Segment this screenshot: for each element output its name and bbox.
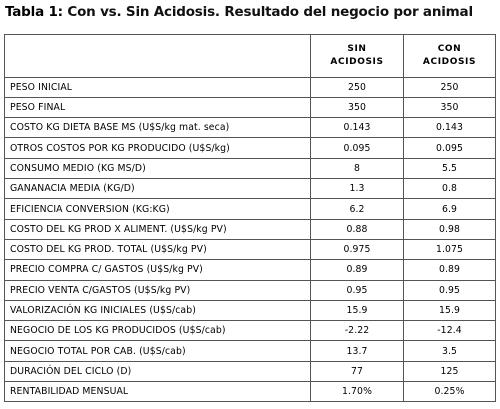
sin-acidosis-value: 13.7	[310, 340, 404, 362]
sin-acidosis-value: 77	[310, 360, 404, 383]
con-acidosis-value: 0.98	[403, 218, 496, 240]
con-acidosis-value: 250	[403, 76, 496, 98]
table-title: Tabla 1: Con vs. Sin Acidosis. Resultado…	[5, 4, 473, 20]
row-label: RENTABILIDAD MENSUAL	[4, 381, 311, 403]
con-acidosis-value: 0.8	[403, 178, 496, 200]
header-con-line2: ACIDOSIS	[403, 55, 496, 78]
table-row: PRECIO VENTA C/GASTOS (U$S/kg PV) 0.95 0.9…	[4, 279, 496, 301]
sin-acidosis-value: 1.70%	[310, 381, 404, 403]
con-acidosis-value: 1.075	[403, 238, 496, 261]
header-sin-line2: ACIDOSIS	[310, 55, 404, 78]
table-row: GANANACIA MEDIA (KG/D) 1.3 0.8	[4, 178, 496, 200]
table-row: OTROS COSTOS POR KG PRODUCIDO (U$S/kg) 0.…	[4, 137, 496, 159]
sin-acidosis-value: 0.143	[310, 117, 404, 139]
con-acidosis-value: 3.5	[403, 340, 496, 362]
sin-acidosis-value: 15.9	[310, 299, 404, 322]
con-acidosis-value: 0.95	[403, 279, 496, 301]
con-acidosis-value: 6.9	[403, 198, 496, 220]
table-row: RENTABILIDAD MENSUAL 1.70% 0.25%	[4, 381, 496, 403]
con-acidosis-value: 0.89	[403, 259, 496, 281]
row-label: PESO INICIAL	[4, 76, 311, 98]
sin-acidosis-value: 0.975	[310, 238, 404, 261]
header-empty-cell	[4, 34, 311, 56]
sin-acidosis-value: 8	[310, 157, 404, 180]
con-acidosis-value: 0.143	[403, 117, 496, 139]
row-label: PESO FINAL	[4, 96, 311, 119]
sin-acidosis-value: -2.22	[310, 320, 404, 342]
table-row: NEGOCIO TOTAL POR CAB. (U$S/cab) 13.7 3.5	[4, 340, 496, 362]
con-acidosis-value: 350	[403, 96, 496, 119]
row-label: COSTO DEL KG PROD. TOTAL (U$S/kg PV)	[4, 238, 311, 261]
sin-acidosis-value: 0.89	[310, 259, 404, 281]
row-label: NEGOCIO TOTAL POR CAB. (U$S/cab)	[4, 340, 311, 362]
table-row: DURACIÓN DEL CICLO (D) 77 125	[4, 360, 496, 383]
row-label: PRECIO VENTA C/GASTOS (U$S/kg PV)	[4, 279, 311, 301]
header-row-2: ACIDOSIS ACIDOSIS	[4, 55, 496, 78]
row-label: VALORIZACIÓN KG INICIALES (U$S/cab)	[4, 299, 311, 322]
sin-acidosis-value: 250	[310, 76, 404, 98]
table-caption: Con vs. Sin Acidosis. Resultado del nego…	[67, 4, 473, 20]
results-table: SIN CON ACIDOSIS ACIDOSIS PESO INICIAL 25…	[4, 34, 496, 403]
table-row: NEGOCIO DE LOS KG PRODUCIDOS (U$S/cab) -2…	[4, 320, 496, 342]
con-acidosis-value: 0.095	[403, 137, 496, 159]
table-number-label: Tabla 1:	[5, 4, 63, 20]
row-label: CONSUMO MEDIO (KG MS/D)	[4, 157, 311, 180]
sin-acidosis-value: 0.88	[310, 218, 404, 240]
row-label: EFICIENCIA CONVERSION (KG:KG)	[4, 198, 311, 220]
sin-acidosis-value: 350	[310, 96, 404, 119]
con-acidosis-value: 5.5	[403, 157, 496, 180]
row-label: GANANACIA MEDIA (KG/D)	[4, 178, 311, 200]
con-acidosis-value: 125	[403, 360, 496, 383]
sin-acidosis-value: 6.2	[310, 198, 404, 220]
row-label: PRECIO COMPRA C/ GASTOS (U$S/kg PV)	[4, 259, 311, 281]
row-label: OTROS COSTOS POR KG PRODUCIDO (U$S/kg)	[4, 137, 311, 159]
header-sin-line1: SIN	[310, 34, 404, 56]
con-acidosis-value: -12.4	[403, 320, 496, 342]
table-row: PESO FINAL 350 350	[4, 96, 496, 119]
row-label: COSTO DEL KG PROD X ALIMENT. (U$S/kg PV)	[4, 218, 311, 240]
sin-acidosis-value: 0.95	[310, 279, 404, 301]
table-row: PESO INICIAL 250 250	[4, 76, 496, 98]
table-row: VALORIZACIÓN KG INICIALES (U$S/cab) 15.9 1…	[4, 299, 496, 322]
table-row: COSTO DEL KG PROD X ALIMENT. (U$S/kg PV)…	[4, 218, 496, 240]
row-label: COSTO KG DIETA BASE MS (U$S/kg mat. seca…	[4, 117, 311, 139]
table-row: CONSUMO MEDIO (KG MS/D) 8 5.5	[4, 157, 496, 180]
row-label: DURACIÓN DEL CICLO (D)	[4, 360, 311, 383]
con-acidosis-value: 15.9	[403, 299, 496, 322]
sin-acidosis-value: 1.3	[310, 178, 404, 200]
table-row: COSTO KG DIETA BASE MS (U$S/kg mat. seca…	[4, 117, 496, 139]
table-row: PRECIO COMPRA C/ GASTOS (U$S/kg PV) 0.89 0…	[4, 259, 496, 281]
row-label: NEGOCIO DE LOS KG PRODUCIDOS (U$S/cab)	[4, 320, 311, 342]
header-row-1: SIN CON	[4, 34, 496, 56]
table-row: COSTO DEL KG PROD. TOTAL (U$S/kg PV) 0.97…	[4, 238, 496, 261]
table-row: EFICIENCIA CONVERSION (KG:KG) 6.2 6.9	[4, 198, 496, 220]
sin-acidosis-value: 0.095	[310, 137, 404, 159]
con-acidosis-value: 0.25%	[403, 381, 496, 403]
header-con-line1: CON	[403, 34, 496, 56]
header-empty-cell	[4, 55, 311, 78]
